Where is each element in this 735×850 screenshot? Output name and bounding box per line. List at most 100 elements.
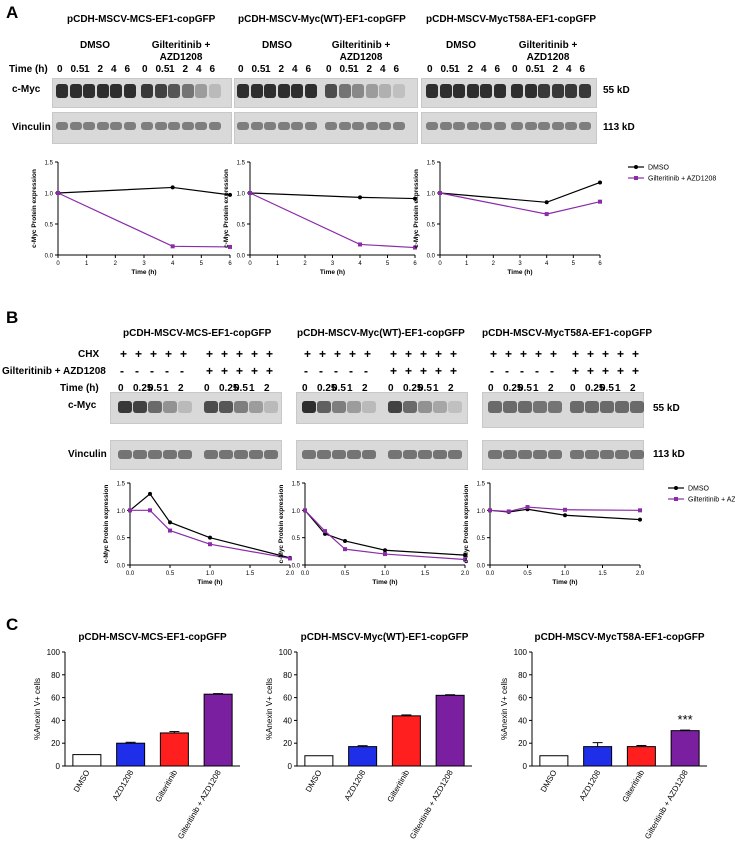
x-tick-label: 3 bbox=[331, 261, 335, 267]
a-vinculin-band bbox=[493, 122, 506, 130]
a-lane-label-0-1-5: 6 bbox=[209, 64, 216, 75]
a-lane-label-1-1-5: 6 bbox=[393, 64, 400, 75]
y-tick-label: 100 bbox=[47, 648, 61, 657]
b-vinculin-band bbox=[433, 450, 447, 459]
a-cmyc-band bbox=[480, 84, 492, 98]
b-vinculin-band bbox=[388, 450, 402, 459]
b-cmyc-band bbox=[448, 401, 462, 413]
b-vinculin-band bbox=[503, 450, 517, 459]
b-drug-sign: - bbox=[135, 364, 139, 378]
b-vinculin-band bbox=[204, 450, 218, 459]
a-vinculin-band bbox=[325, 122, 337, 130]
y-tick-label: 1.5 bbox=[292, 482, 301, 488]
b-cmyc-band bbox=[317, 401, 331, 413]
a-vinculin-band bbox=[426, 122, 438, 130]
data-point bbox=[463, 553, 467, 558]
a-vinculin-band bbox=[338, 122, 351, 130]
a-cmyc-band bbox=[565, 84, 577, 98]
a-vinculin-band bbox=[264, 122, 276, 130]
y-tick-label: 0 bbox=[288, 762, 293, 771]
bar-0 bbox=[72, 754, 102, 767]
a-lane-label-2-0-4: 4 bbox=[481, 64, 487, 75]
b-drug-sign: + bbox=[572, 364, 580, 378]
data-point bbox=[638, 508, 642, 513]
chart-b1: 0.0 0.5 1.0 1.5 0.0 0.5 1.0 1.5 2.0 Time (h) c-Myc… bbox=[103, 482, 295, 587]
a-cmyc-band bbox=[141, 84, 153, 98]
b-vinculin-band bbox=[548, 450, 562, 459]
x-tick-label: 6 bbox=[228, 261, 232, 267]
x-tick-label: 2.0 bbox=[636, 571, 645, 577]
bar-3 bbox=[670, 730, 700, 767]
a-cmyc-band bbox=[439, 84, 452, 98]
x-axis-label: Time (h) bbox=[372, 579, 397, 586]
y-tick-label: 0.0 bbox=[292, 564, 301, 570]
a-vinculin-band bbox=[208, 122, 221, 130]
b-kd-cmyc: 55 kD bbox=[653, 403, 680, 414]
b-vinculin-band bbox=[600, 450, 614, 459]
b-cmyc-band bbox=[585, 401, 599, 413]
a-cmyc-band bbox=[264, 84, 276, 98]
x-tick-label: 1.0 bbox=[381, 571, 390, 577]
a-cmyc-band bbox=[96, 84, 109, 98]
b-lane-label-2-1-0: 0 bbox=[570, 383, 576, 394]
b-vinculin-band bbox=[249, 450, 263, 459]
a2-vinculin-blot bbox=[234, 112, 418, 144]
a-kd-vinculin: 113 kD bbox=[603, 122, 635, 133]
panel-b-letter: B bbox=[6, 308, 19, 327]
a-vinculin-band bbox=[551, 122, 564, 130]
significance-annotation: *** bbox=[678, 712, 693, 727]
b-chx-sign: + bbox=[405, 347, 413, 361]
b-chx-sign: + bbox=[550, 347, 558, 361]
a-cmyc-band bbox=[453, 84, 465, 98]
a-lane-label-0-0-5: 6 bbox=[124, 64, 131, 75]
b-lane-label-0-1-0: 0 bbox=[204, 383, 210, 394]
x-tick-label: 1 bbox=[276, 261, 280, 267]
y-tick-label: 0 bbox=[56, 762, 61, 771]
b-cmyc-band bbox=[133, 401, 147, 413]
a-vinculin-row-label: Vinculin bbox=[12, 122, 51, 133]
b-chx-sign: + bbox=[602, 347, 610, 361]
y-tick-label: 1.0 bbox=[45, 192, 54, 198]
data-point bbox=[598, 199, 602, 204]
data-point bbox=[358, 242, 362, 247]
b-chx-sign: + bbox=[319, 347, 327, 361]
data-point bbox=[208, 535, 212, 540]
y-axis-label: c-Myc Protein expression bbox=[223, 169, 230, 248]
panel-b-construct-2: pCDH-MSCV-Myc(WT)-EF1-copGFP bbox=[297, 328, 465, 339]
b-drug-sign: + bbox=[405, 364, 413, 378]
a-lane-label-2-1-5: 6 bbox=[579, 64, 586, 75]
a-lane-label-1-1-3: 2 bbox=[366, 64, 373, 75]
a-vinculin-band bbox=[304, 122, 317, 130]
x-tick-label: 1 bbox=[85, 261, 89, 267]
a-vinculin-band bbox=[578, 122, 591, 130]
a-lane-label-1-0-0: 0 bbox=[238, 64, 244, 75]
a-cmyc-band bbox=[83, 84, 95, 98]
y-tick-label: 1.5 bbox=[45, 161, 54, 167]
a-lane-label-1-1-4: 4 bbox=[380, 64, 386, 75]
b-chx-sign: + bbox=[334, 347, 342, 361]
b-chx-sign: + bbox=[150, 347, 158, 361]
x-tick-label: 0.0 bbox=[126, 571, 135, 577]
series-line-1 bbox=[439, 192, 601, 215]
b-cmyc-band bbox=[600, 401, 614, 413]
b-chx-sign: + bbox=[390, 347, 398, 361]
a-lane-label-0-0-1: 0.5 bbox=[70, 64, 85, 75]
data-point bbox=[438, 191, 442, 195]
y-tick-label: 0.0 bbox=[45, 254, 54, 260]
b-drug-sign: - bbox=[120, 364, 124, 378]
data-point bbox=[488, 508, 492, 513]
data-point bbox=[323, 529, 327, 534]
bar-0 bbox=[539, 755, 569, 767]
x-category-label: Gilteritinib bbox=[154, 768, 180, 804]
a-cmyc-band bbox=[195, 84, 207, 98]
panel-a-letter: A bbox=[6, 3, 19, 22]
b-cmyc-band bbox=[615, 401, 629, 413]
b-vinculin-band bbox=[448, 450, 462, 459]
b-drug-sign: - bbox=[520, 364, 524, 378]
a-cmyc-band bbox=[110, 84, 122, 98]
x-category-label: DMSO bbox=[304, 769, 324, 794]
a-cmyc-band bbox=[524, 84, 537, 98]
b-vinculin-band bbox=[533, 450, 547, 459]
data-point bbox=[383, 548, 387, 553]
a-lane-label-1-0-3: 2 bbox=[278, 64, 285, 75]
